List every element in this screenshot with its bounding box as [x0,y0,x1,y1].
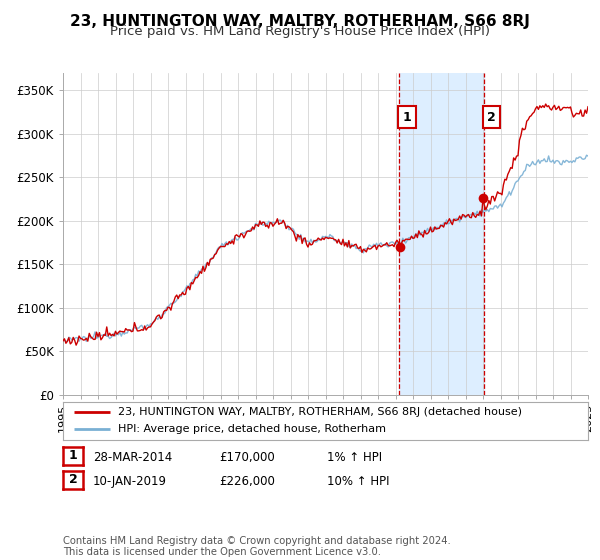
Bar [400,73,484,395]
Text: 10% ↑ HPI: 10% ↑ HPI [327,475,389,488]
Text: £226,000: £226,000 [219,475,275,488]
Text: 28-MAR-2014: 28-MAR-2014 [93,451,172,464]
Text: 23, HUNTINGTON WAY, MALTBY, ROTHERHAM, S66 8RJ: 23, HUNTINGTON WAY, MALTBY, ROTHERHAM, S… [70,14,530,29]
Text: Price paid vs. HM Land Registry's House Price Index (HPI): Price paid vs. HM Land Registry's House … [110,25,490,38]
Text: 10-JAN-2019: 10-JAN-2019 [93,475,167,488]
Text: HPI: Average price, detached house, Rotherham: HPI: Average price, detached house, Roth… [118,424,386,435]
Text: 1: 1 [403,111,412,124]
Text: Contains HM Land Registry data © Crown copyright and database right 2024.
This d: Contains HM Land Registry data © Crown c… [63,535,451,557]
Text: £170,000: £170,000 [219,451,275,464]
Text: 1: 1 [68,449,77,463]
Text: 23, HUNTINGTON WAY, MALTBY, ROTHERHAM, S66 8RJ (detached house): 23, HUNTINGTON WAY, MALTBY, ROTHERHAM, S… [118,407,522,417]
Text: 2: 2 [68,473,77,487]
Text: 2: 2 [487,111,496,124]
Text: 1% ↑ HPI: 1% ↑ HPI [327,451,382,464]
